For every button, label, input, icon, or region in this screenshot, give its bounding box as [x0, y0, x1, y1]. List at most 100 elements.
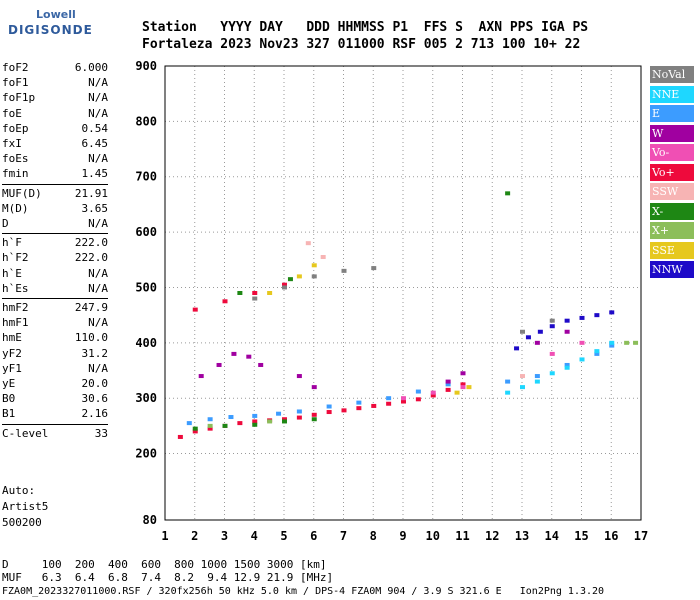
x-tick-label: 16 — [604, 529, 618, 543]
y-tick-label: 200 — [135, 447, 157, 461]
data-point — [371, 266, 377, 271]
legend-item: Vo- — [650, 144, 694, 161]
param-name: fxI — [2, 137, 22, 150]
plot-frame — [164, 65, 642, 521]
data-point — [549, 318, 555, 323]
data-point — [198, 374, 204, 379]
data-point — [594, 349, 600, 354]
legend-item: Vo+ — [650, 163, 694, 181]
param-name: h`F2 — [2, 251, 29, 265]
param-name: foEs — [2, 152, 29, 166]
param-value: N/A — [88, 217, 108, 230]
x-tick-label: 14 — [545, 529, 559, 543]
data-point — [231, 351, 237, 356]
param-separator — [2, 298, 108, 299]
data-point — [534, 340, 540, 345]
data-point — [207, 417, 213, 422]
param-value: 222.0 — [74, 251, 108, 265]
data-point — [466, 385, 472, 390]
param-name: h`F — [2, 236, 22, 250]
param-name: h`E — [2, 266, 22, 280]
param-value: 21.91 — [74, 186, 108, 200]
data-point — [549, 351, 555, 356]
data-point — [222, 299, 228, 304]
legend-item: W — [650, 124, 694, 142]
data-point — [534, 374, 540, 379]
data-point — [252, 413, 258, 418]
param-row: M(D) 3.65 — [2, 201, 108, 216]
data-point — [216, 362, 222, 367]
data-point — [460, 382, 466, 387]
param-name: yF1 — [2, 361, 22, 375]
y-tick-label: 300 — [135, 391, 157, 405]
data-point — [460, 371, 466, 376]
data-point — [356, 400, 362, 405]
x-tick-label: 10 — [426, 529, 440, 543]
data-point — [579, 340, 585, 345]
data-point — [564, 318, 570, 323]
data-point — [282, 282, 287, 287]
data-point — [415, 397, 421, 402]
x-tick-label: 7 — [340, 529, 347, 543]
data-point — [564, 362, 570, 367]
param-value: N/A — [88, 266, 108, 280]
data-point — [564, 365, 570, 370]
param-value: N/A — [88, 281, 108, 295]
x-tick-label: 4 — [251, 529, 258, 543]
x-tick-label: 9 — [399, 529, 406, 543]
data-point — [564, 329, 570, 334]
param-name: B0 — [2, 392, 16, 406]
data-point — [505, 390, 511, 395]
param-row: fmin 1.45 — [2, 166, 108, 181]
data-point — [514, 346, 520, 351]
param-value: 1.45 — [81, 167, 109, 181]
param-separator — [2, 423, 108, 425]
param-row: hmE 110.0 — [2, 330, 108, 345]
param-value: 20.0 — [81, 377, 109, 390]
param-row: yF2 31.2 — [2, 346, 108, 361]
header-row-labels: Station YYYY DAY DDD HHMMSS P1 FFS S AXN… — [142, 20, 589, 35]
data-point — [311, 417, 317, 422]
param-value: N/A — [88, 361, 108, 375]
data-point — [296, 415, 302, 420]
data-point — [401, 396, 406, 401]
data-point — [454, 390, 460, 395]
data-point — [609, 310, 615, 315]
param-name: yF2 — [2, 346, 22, 360]
data-point — [505, 379, 511, 384]
footer-distance-row: D 100 200 400 600 800 1000 1500 3000 [km… — [2, 558, 327, 571]
param-row: h`E N/A — [2, 266, 108, 281]
data-point — [192, 307, 198, 312]
data-point — [282, 417, 287, 422]
param-row: hmF1 N/A — [2, 315, 108, 330]
data-point — [207, 423, 213, 428]
param-name: D — [2, 217, 9, 230]
legend-item: NNW — [650, 261, 694, 278]
data-point — [525, 335, 531, 340]
y-tick-label: 800 — [135, 114, 157, 128]
x-tick-label: 13 — [515, 529, 529, 543]
param-name: foEp — [2, 121, 29, 135]
data-point — [192, 429, 198, 434]
data-point — [624, 340, 630, 345]
param-value: 6.45 — [81, 137, 109, 150]
data-point — [252, 419, 258, 424]
param-name: foF2 — [2, 61, 29, 74]
x-tick-label: 1 — [161, 529, 168, 543]
data-point — [401, 399, 406, 404]
data-point — [594, 313, 600, 318]
param-value: 30.6 — [81, 392, 109, 406]
data-point — [222, 423, 228, 428]
param-name: foF1p — [2, 91, 36, 105]
param-name: hmE — [2, 331, 22, 345]
legend-item: SSW — [650, 183, 694, 200]
param-value: N/A — [88, 76, 108, 90]
data-point — [371, 403, 377, 408]
param-value: 3.65 — [81, 201, 109, 215]
data-point — [320, 255, 326, 260]
data-point — [282, 419, 287, 424]
logo-text-lowell: Lowell — [36, 8, 76, 21]
y-tick-label: 400 — [135, 336, 157, 350]
data-point — [579, 315, 585, 320]
